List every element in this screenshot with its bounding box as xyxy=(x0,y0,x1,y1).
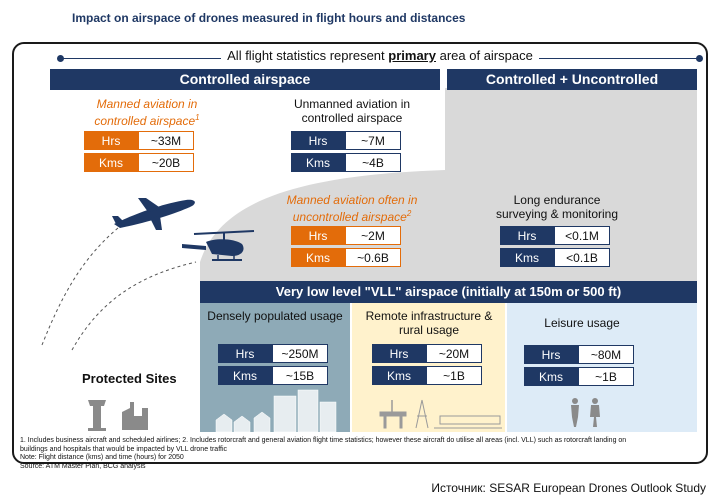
remote-kms: Kms ~1B xyxy=(372,366,482,385)
manned-uncontrolled-label: Manned aviation often in uncontrolled ai… xyxy=(286,193,418,224)
source-note: Источник: SESAR European Drones Outlook … xyxy=(431,481,706,495)
unmanned-controlled-label: Unmanned aviation in controlled airspace xyxy=(293,97,411,125)
protected-sites-label: Protected Sites xyxy=(82,371,177,386)
header-vll: Very low level "VLL" airspace (initially… xyxy=(200,281,697,303)
dense-hrs: Hrs ~250M xyxy=(218,344,328,363)
header-controlled: Controlled airspace xyxy=(50,69,440,90)
unmanned-controlled-hrs: Hrs ~7M xyxy=(291,131,401,150)
remote-hrs: Hrs ~20M xyxy=(372,344,482,363)
dense-label: Densely populated usage xyxy=(207,309,343,323)
manned-controlled-kms: Kms ~20B xyxy=(84,153,194,172)
page-title: Impact on airspace of drones measured in… xyxy=(72,11,466,25)
manned-uncontrolled-hrs: Hrs ~2M xyxy=(291,226,401,245)
control-tower-icon xyxy=(88,400,148,431)
long-endurance-hrs: Hrs <0.1M xyxy=(500,226,610,245)
diagram-frame xyxy=(12,42,708,464)
remote-label: Remote infrastructure & rural usage xyxy=(365,309,493,337)
leisure-kms: Kms ~1B xyxy=(524,367,634,386)
long-endurance-label: Long endurance surveying & monitoring xyxy=(495,193,619,221)
manned-uncontrolled-kms: Kms ~0.6B xyxy=(291,248,401,267)
unmanned-controlled-kms: Kms ~4B xyxy=(291,153,401,172)
header-controlled-uncontrolled: Controlled + Uncontrolled xyxy=(447,69,697,90)
city-buildings-icon xyxy=(215,389,337,432)
leisure-hrs: Hrs ~80M xyxy=(524,345,634,364)
long-endurance-kms: Kms <0.1B xyxy=(500,248,610,267)
infrastructure-icon xyxy=(379,399,502,429)
people-icon xyxy=(571,398,600,427)
footnotes: 1. Includes business aircraft and schedu… xyxy=(20,437,627,470)
dense-kms: Kms ~15B xyxy=(218,366,328,385)
leisure-label: Leisure usage xyxy=(544,316,620,330)
airplane-icon xyxy=(112,198,195,230)
manned-controlled-hrs: Hrs ~33M xyxy=(84,131,194,150)
banner-dot-left xyxy=(57,55,64,62)
manned-controlled-label: Manned aviation in controlled airspace1 xyxy=(94,97,200,128)
banner-dot-right xyxy=(696,55,703,62)
banner-text: All flight statistics represent primary … xyxy=(60,48,700,63)
helicopter-icon xyxy=(182,230,255,261)
